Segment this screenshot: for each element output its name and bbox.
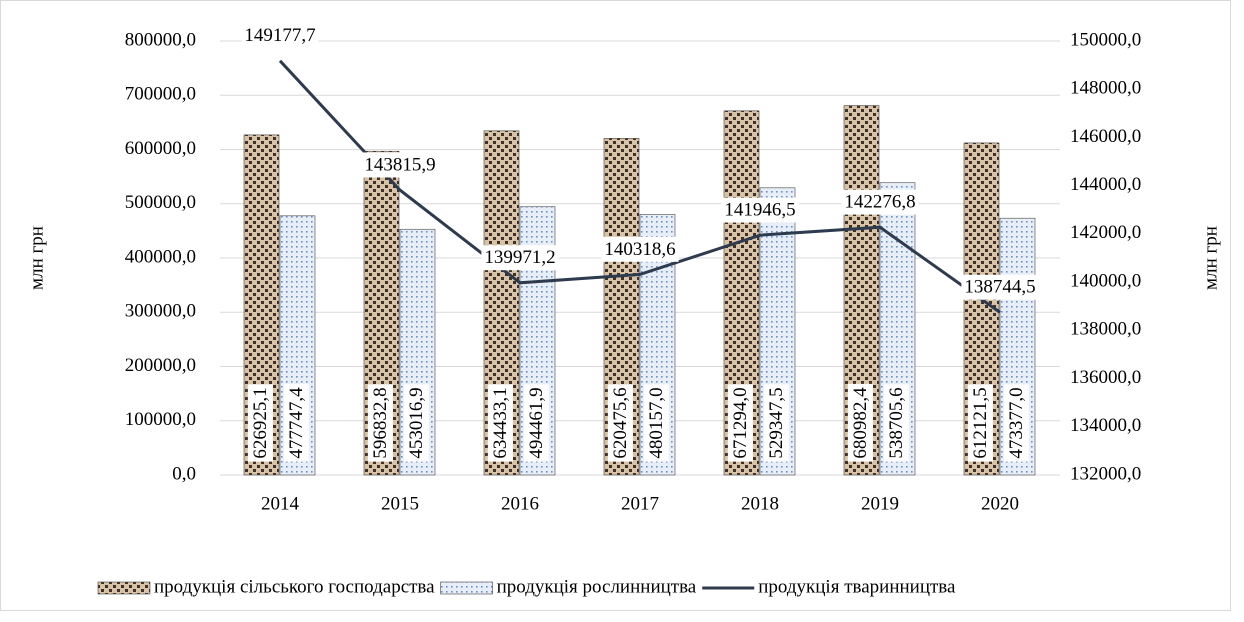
line-value-label-group: 139971,2 <box>481 245 559 271</box>
bar-value-label-group: 529347,5 <box>763 384 789 462</box>
line-value-label-bg <box>601 236 679 262</box>
bar-value-label-group: 612121,5 <box>967 384 993 462</box>
bar-value-label: 680982,4 <box>850 387 871 459</box>
y-tick-label: 700000,0 <box>125 84 196 105</box>
bar-value-label-group: 620475,6 <box>607 384 633 462</box>
y2-tick-label: 144000,0 <box>1070 174 1141 195</box>
y-tick-label: 100000,0 <box>125 409 196 430</box>
legend-swatch <box>97 581 151 595</box>
bar-value-label-group: 453016,9 <box>403 384 429 462</box>
y2-tick-label: 132000,0 <box>1070 463 1141 484</box>
y2-tick-label: 140000,0 <box>1070 270 1141 291</box>
y2-tick-label: 146000,0 <box>1070 126 1141 147</box>
bar-value-label: 626925,1 <box>250 387 271 458</box>
line-value-label-bg <box>361 152 439 178</box>
bar-value-label: 596832,8 <box>370 387 391 458</box>
bar-value-label-bg <box>643 384 669 462</box>
bar-value-label: 620475,6 <box>610 387 631 458</box>
line-value-label-bg <box>481 245 559 271</box>
line-value-label: 138744,5 <box>964 277 1035 298</box>
bar-value-label-bg <box>763 384 789 462</box>
bar-value-label: 494461,9 <box>526 387 547 458</box>
line-value-label: 149177,7 <box>244 25 315 46</box>
y2-tick-label: 142000,0 <box>1070 222 1141 243</box>
y2-tick-label: 138000,0 <box>1070 319 1141 340</box>
line-value-label-bg <box>841 189 919 215</box>
bar-value-label-bg <box>247 384 273 462</box>
bar-value-label: 538705,6 <box>886 387 907 458</box>
legend-label: продукція сільського господарства <box>154 576 435 597</box>
legend-label: продукція тваринництва <box>758 576 956 597</box>
bar-value-label-group: 596832,8 <box>367 384 393 462</box>
x-tick-label: 2017 <box>621 493 659 514</box>
bar-value-label: 529347,5 <box>766 387 787 458</box>
bar-value-label-bg <box>607 384 633 462</box>
bar-value-label-group: 634433,1 <box>487 384 513 462</box>
bar-value-label-group: 494461,9 <box>523 384 549 462</box>
bar-value-label: 671294,0 <box>730 387 751 458</box>
bar-value-label-group: 477747,4 <box>283 383 309 462</box>
bar-value-label-bg <box>403 384 429 462</box>
y-tick-label: 400000,0 <box>125 246 196 267</box>
legend-label: продукція рослинництва <box>497 576 697 597</box>
line-value-label-group: 141946,5 <box>721 197 799 223</box>
x-tick-label: 2016 <box>501 493 539 514</box>
y-axis-label: млн грн <box>26 226 47 290</box>
x-tick-label: 2020 <box>981 493 1019 514</box>
line-value-label: 140318,6 <box>604 239 675 260</box>
bar-value-label-bg <box>727 384 753 462</box>
line-value-label: 141946,5 <box>724 200 795 221</box>
bar-value-label: 477747,4 <box>286 387 307 459</box>
bar-value-label-group: 680982,4 <box>847 383 873 462</box>
line-value-label-bg <box>241 23 319 49</box>
legend-swatch <box>440 581 493 595</box>
x-tick-label: 2019 <box>861 493 899 514</box>
line <box>278 59 1001 314</box>
bar-value-label-group: 473377,0 <box>1003 384 1029 462</box>
x-tick-label: 2018 <box>741 493 779 514</box>
y-tick-label: 600000,0 <box>125 138 196 159</box>
line-value-label: 142276,8 <box>844 192 915 213</box>
bar-value-label-bg <box>367 384 393 462</box>
bar-value-label-bg <box>883 384 909 462</box>
bar-value-label: 480157,0 <box>646 387 667 458</box>
line-value-label-group: 142276,8 <box>841 189 919 215</box>
line-value-label: 143815,9 <box>364 154 435 175</box>
bar-value-label: 612121,5 <box>970 387 991 458</box>
y-tick-label: 300000,0 <box>125 301 196 322</box>
x-tick-label: 2014 <box>261 493 300 514</box>
x-tick-label: 2015 <box>381 493 419 514</box>
bar-value-label-bg <box>847 383 873 462</box>
bar-value-label-group: 480157,0 <box>643 384 669 462</box>
bar-value-label-bg <box>523 384 549 462</box>
bar-value-label: 453016,9 <box>406 387 427 458</box>
y-tick-label: 800000,0 <box>125 29 196 50</box>
y2-axis-label: млн грн <box>1200 226 1221 290</box>
bar-value-label-bg <box>487 384 513 462</box>
y2-tick-label: 134000,0 <box>1070 415 1141 436</box>
line-value-label-bg <box>721 197 799 223</box>
bar-value-label-group: 626925,1 <box>247 384 273 462</box>
y2-tick-label: 136000,0 <box>1070 367 1141 388</box>
y2-tick-label: 150000,0 <box>1070 29 1141 50</box>
bar-value-label: 473377,0 <box>1006 387 1027 458</box>
line-value-label-group: 138744,5 <box>961 274 1039 300</box>
bar-value-label-bg <box>1003 384 1029 462</box>
y2-tick-label: 148000,0 <box>1070 78 1141 99</box>
y-tick-label: 200000,0 <box>125 355 196 376</box>
y-tick-label: 500000,0 <box>125 192 196 213</box>
y-tick-label: 0,0 <box>172 463 196 484</box>
bar-value-label-bg <box>967 384 993 462</box>
line-value-label-group: 140318,6 <box>601 236 679 262</box>
line-value-label: 139971,2 <box>484 247 555 268</box>
line-value-label-bg <box>961 274 1039 300</box>
bar-value-label: 634433,1 <box>490 387 511 458</box>
bar-value-label-group: 671294,0 <box>727 384 753 462</box>
line-value-label-group: 149177,7 <box>241 23 319 49</box>
bar-value-label-bg <box>283 383 309 462</box>
bar-value-label-group: 538705,6 <box>883 384 909 462</box>
line-value-label-group: 143815,9 <box>361 152 439 178</box>
